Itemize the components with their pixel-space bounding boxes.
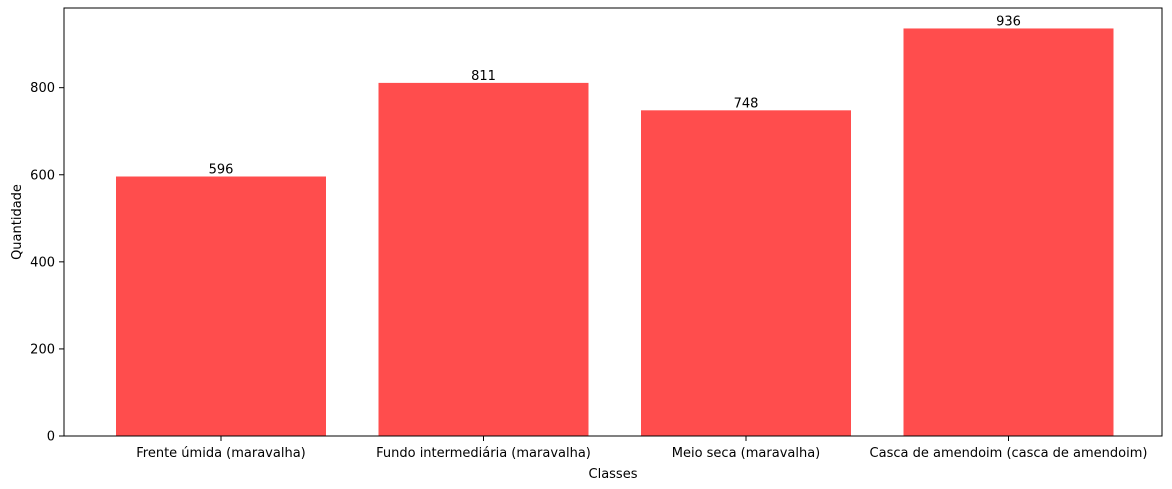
- y-tick-label: 0: [47, 430, 55, 445]
- data-labels-layer: 596 811 748 936: [209, 14, 1021, 177]
- y-tick-label: 600: [30, 168, 55, 183]
- y-tick-label: 400: [30, 255, 55, 270]
- x-axis: Frente úmida (maravalha) Fundo intermediá…: [136, 436, 1147, 461]
- bar-value-label: 811: [471, 69, 496, 84]
- plot-frame: [63, 7, 1163, 437]
- bars-layer: [116, 28, 1114, 437]
- x-tick-label: Fundo intermediária (maravalha): [376, 446, 591, 461]
- y-axis-label: Quantidade: [10, 184, 25, 260]
- bar-value-label: 936: [996, 14, 1021, 29]
- bar: [641, 110, 851, 436]
- bar-value-label: 748: [734, 96, 759, 111]
- y-tick-label: 800: [30, 81, 55, 96]
- bar-value-label: 596: [209, 163, 234, 178]
- bar: [903, 28, 1114, 436]
- x-axis-label: Classes: [589, 467, 638, 482]
- y-axis: 0 200 400 600 800: [30, 81, 64, 445]
- bar: [378, 82, 589, 437]
- x-tick-label: Frente úmida (maravalha): [136, 446, 305, 461]
- y-tick-label: 200: [30, 342, 55, 357]
- x-tick-label: Meio seca (maravalha): [672, 446, 821, 461]
- bar: [116, 176, 326, 437]
- x-tick-label: Casca de amendoim (casca de amendoim): [870, 446, 1148, 461]
